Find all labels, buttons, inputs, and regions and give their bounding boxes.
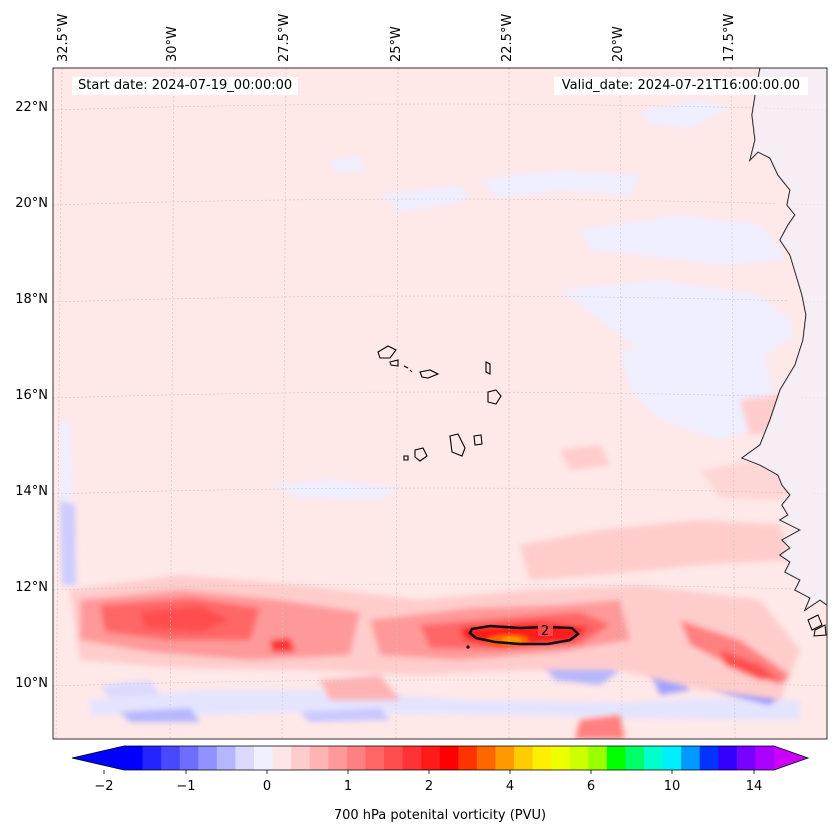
colorbar-segment	[699, 746, 719, 770]
colorbar-extend-high	[774, 746, 808, 770]
pv-2-contour	[468, 624, 580, 646]
latitude-labels: 22°N 20°N 18°N 16°N 14°N 12°N 10°N	[15, 100, 48, 691]
colorbar-segment	[384, 746, 404, 770]
lon-label: 30°W	[165, 26, 180, 62]
lon-label: 25°W	[389, 26, 404, 62]
map-frame	[52, 67, 828, 740]
lat-label: 18°N	[15, 292, 48, 307]
colorbar-ticks	[103, 770, 755, 774]
colorbar-segment	[291, 746, 311, 770]
colorbar-segment	[476, 746, 496, 770]
lon-label: 27.5°W	[277, 14, 292, 62]
cbar-tick-label: 4	[506, 779, 514, 794]
colorbar-segment	[365, 746, 385, 770]
colorbar-segment	[681, 746, 701, 770]
cbar-tick-label: 1	[344, 779, 352, 794]
colorbar	[71, 745, 810, 771]
colorbar-segment	[254, 746, 274, 770]
lat-label: 16°N	[15, 388, 48, 403]
colorbar-segment	[402, 746, 422, 770]
colorbar-segment	[439, 746, 459, 770]
valid-date-label: Valid_date: 2024-07-21T16:00:00.00	[553, 77, 808, 95]
colorbar-segment	[142, 746, 162, 770]
colorbar-segment	[346, 746, 366, 770]
colorbar-segment	[458, 746, 478, 770]
colorbar-segment	[309, 746, 329, 770]
colorbar-title: 700 hPa potenital vorticity (PVU)	[333, 808, 547, 823]
lat-label: 14°N	[15, 484, 48, 499]
cape-verde-islands	[377, 345, 502, 462]
lat-label: 10°N	[15, 676, 48, 691]
colorbar-segment	[179, 746, 199, 770]
colorbar-segment	[755, 746, 775, 770]
lat-label: 22°N	[15, 100, 48, 115]
longitude-labels: 32.5°W 30°W 27.5°W 25°W 22.5°W 20°W 17.5…	[56, 14, 737, 62]
cbar-tick-label: −2	[94, 779, 113, 794]
cbar-tick-label: 0	[263, 779, 271, 794]
colorbar-segment	[514, 746, 534, 770]
colorbar-segment	[421, 746, 441, 770]
colorbar-tick-labels: −2 −1 0 1 2 4 6 10 14	[94, 779, 762, 794]
colorbar-segment	[644, 746, 664, 770]
cbar-tick-label: 6	[587, 779, 595, 794]
colorbar-segment	[736, 746, 756, 770]
colorbar-segment	[569, 746, 589, 770]
colorbar-segment	[198, 746, 218, 770]
colorbar-segment	[235, 746, 255, 770]
lon-label: 17.5°W	[722, 14, 737, 62]
contour-label: 2	[541, 624, 549, 639]
colorbar-segment	[161, 746, 181, 770]
lon-label: 20°W	[611, 26, 626, 62]
colorbar-segment	[495, 746, 515, 770]
lat-label: 20°N	[15, 196, 48, 211]
colorbar-segment	[532, 746, 552, 770]
lon-label: 22.5°W	[500, 14, 515, 62]
colorbar-segment	[718, 746, 738, 770]
colorbar-segment	[124, 746, 144, 770]
lat-label: 12°N	[15, 580, 48, 595]
lon-label: 32.5°W	[56, 14, 71, 62]
pv-field: 2	[53, 68, 827, 739]
colorbar-segment	[216, 746, 236, 770]
cbar-tick-label: 14	[746, 779, 763, 794]
colorbar-segment	[588, 746, 608, 770]
start-date-label: Start date: 2024-07-19_00:00:00	[72, 77, 299, 95]
colorbar-segment	[328, 746, 348, 770]
colorbar-segment	[662, 746, 682, 770]
colorbar-segment	[551, 746, 571, 770]
colorbar-segment	[272, 746, 292, 770]
cbar-tick-label: 10	[664, 779, 681, 794]
colorbar-segment	[625, 746, 645, 770]
colorbar-segment	[606, 746, 626, 770]
cbar-tick-label: 2	[425, 779, 433, 794]
colorbar-extend-low	[72, 746, 124, 770]
colorbar-outline	[71, 745, 810, 771]
cbar-tick-label: −1	[176, 779, 195, 794]
